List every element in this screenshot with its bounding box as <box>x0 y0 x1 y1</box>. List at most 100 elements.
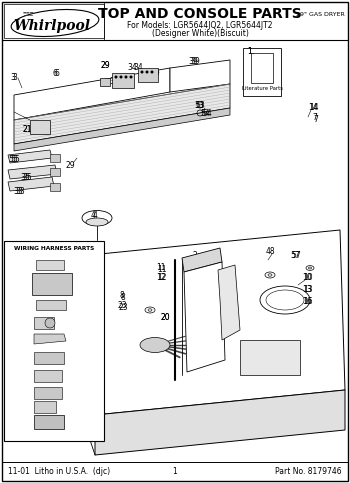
Text: 39: 39 <box>190 57 200 67</box>
Polygon shape <box>184 262 225 372</box>
Polygon shape <box>8 150 52 163</box>
Bar <box>36 260 64 270</box>
Text: 21: 21 <box>22 126 32 134</box>
Text: 33: 33 <box>13 186 23 196</box>
Ellipse shape <box>306 266 314 270</box>
Circle shape <box>119 75 122 79</box>
Bar <box>4 4 104 38</box>
Bar <box>243 48 281 96</box>
Text: 35: 35 <box>22 173 32 183</box>
Text: 1: 1 <box>248 47 252 57</box>
Text: Part No. 8179746: Part No. 8179746 <box>275 468 342 477</box>
Bar <box>4 241 104 441</box>
Text: 25: 25 <box>15 371 24 381</box>
Polygon shape <box>90 230 345 415</box>
Ellipse shape <box>148 309 152 311</box>
Bar <box>100 78 110 86</box>
Bar <box>34 352 64 364</box>
Bar <box>50 183 60 191</box>
Text: Whirlpool: Whirlpool <box>14 19 91 33</box>
Text: 41: 41 <box>15 402 24 412</box>
Circle shape <box>45 318 55 328</box>
Text: 2: 2 <box>194 290 198 299</box>
Polygon shape <box>218 265 240 340</box>
Polygon shape <box>8 165 57 179</box>
Polygon shape <box>34 334 66 344</box>
Polygon shape <box>14 84 230 144</box>
Text: 33: 33 <box>15 187 25 197</box>
Text: 6: 6 <box>55 69 60 77</box>
Text: 17: 17 <box>15 318 24 327</box>
Text: 32: 32 <box>109 76 119 85</box>
Text: 56: 56 <box>15 416 25 426</box>
Text: 6: 6 <box>52 69 57 77</box>
Text: 34: 34 <box>127 63 137 72</box>
Circle shape <box>125 75 127 79</box>
Text: 11-01  Litho in U.S.A.  (djc): 11-01 Litho in U.S.A. (djc) <box>8 468 110 477</box>
Text: 1: 1 <box>173 468 177 477</box>
Circle shape <box>150 71 154 73</box>
Text: 54: 54 <box>202 109 212 117</box>
Polygon shape <box>182 248 222 272</box>
Text: 4: 4 <box>91 211 96 219</box>
Text: 13: 13 <box>302 284 312 294</box>
Text: 29: 29 <box>100 60 110 70</box>
Ellipse shape <box>208 294 212 296</box>
Text: 19: 19 <box>150 69 160 77</box>
Bar <box>50 154 60 162</box>
Text: 13: 13 <box>303 285 313 295</box>
Text: 14: 14 <box>308 102 318 112</box>
Text: 12: 12 <box>156 272 166 282</box>
Bar <box>138 68 158 82</box>
Circle shape <box>140 71 143 73</box>
Text: 11: 11 <box>156 264 166 272</box>
Ellipse shape <box>7 10 97 38</box>
Ellipse shape <box>82 211 112 226</box>
Bar <box>34 317 54 329</box>
Bar <box>240 340 300 375</box>
Text: 53: 53 <box>194 100 204 110</box>
Text: 3: 3 <box>13 73 18 83</box>
Text: 8: 8 <box>121 293 125 301</box>
Text: 32: 32 <box>113 76 123 85</box>
Ellipse shape <box>206 293 214 298</box>
Circle shape <box>114 75 118 79</box>
Text: 16: 16 <box>303 298 313 307</box>
Text: 20: 20 <box>160 313 170 323</box>
Text: 14: 14 <box>309 103 319 113</box>
Text: 55: 55 <box>8 156 18 165</box>
Text: 3: 3 <box>10 73 15 83</box>
Text: WIRING HARNESS PARTS: WIRING HARNESS PARTS <box>14 246 94 252</box>
Bar <box>34 415 64 429</box>
Text: 18: 18 <box>15 335 24 343</box>
Bar <box>34 387 62 399</box>
Polygon shape <box>95 390 345 455</box>
Text: Literature Parts: Literature Parts <box>241 86 282 91</box>
Text: 29" GAS DRYER: 29" GAS DRYER <box>296 12 345 16</box>
Text: 39: 39 <box>188 57 198 67</box>
Text: 15: 15 <box>15 300 24 310</box>
Ellipse shape <box>145 307 155 313</box>
Bar <box>32 273 72 295</box>
Text: (Designer White)(Biscuit): (Designer White)(Biscuit) <box>152 28 248 38</box>
Bar <box>34 401 56 413</box>
Text: 11: 11 <box>157 266 167 274</box>
Polygon shape <box>14 108 230 151</box>
Bar <box>251 53 273 83</box>
Text: 7: 7 <box>313 113 317 122</box>
Text: 53: 53 <box>195 100 205 110</box>
Text: 21: 21 <box>22 126 32 134</box>
Circle shape <box>130 75 133 79</box>
Text: 2: 2 <box>193 251 197 259</box>
Bar <box>112 73 134 88</box>
Text: 35: 35 <box>20 172 30 182</box>
Text: 34: 34 <box>133 63 143 72</box>
Ellipse shape <box>265 272 275 278</box>
Text: 23: 23 <box>117 300 127 310</box>
Circle shape <box>146 71 148 73</box>
Text: 12: 12 <box>157 273 167 283</box>
Text: 23: 23 <box>118 303 128 313</box>
Text: 24: 24 <box>15 354 24 363</box>
Text: TOP AND CONSOLE PARTS: TOP AND CONSOLE PARTS <box>98 7 302 21</box>
Text: 7: 7 <box>314 114 318 124</box>
